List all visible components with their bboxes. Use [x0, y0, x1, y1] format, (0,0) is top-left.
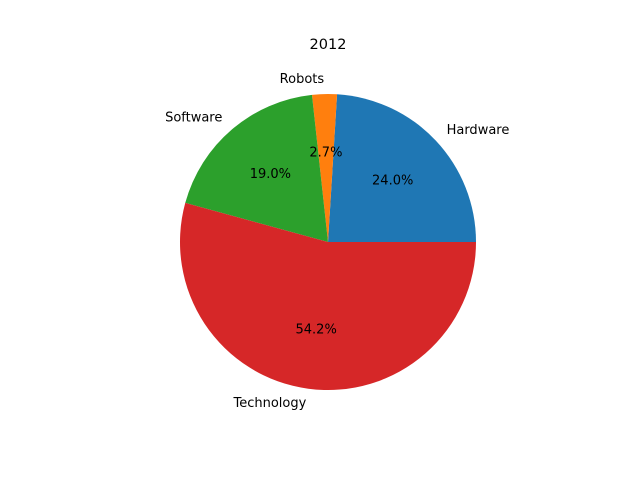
pie-slices: [180, 94, 477, 391]
pie-labels: Hardware 24.0% Robots 2.7% Software 19.0% Tech…: [165, 72, 509, 411]
chart-title: 2012: [310, 37, 347, 53]
pct-label-hardware: 24.0%: [372, 174, 413, 189]
pct-label-robots: 2.7%: [309, 146, 342, 161]
pie-slice-software: [185, 94, 328, 243]
slice-label-technology: Technology: [232, 396, 306, 411]
slice-label-hardware: Hardware: [447, 123, 510, 138]
pie-slice-technology: [180, 202, 477, 391]
pct-label-technology: 54.2%: [296, 323, 337, 338]
slice-label-software: Software: [165, 111, 222, 126]
pie-slice-robots: [311, 94, 338, 242]
pie-slice-hardware: [328, 94, 476, 242]
pct-label-software: 19.0%: [250, 167, 291, 182]
slice-label-robots: Robots: [280, 72, 325, 87]
